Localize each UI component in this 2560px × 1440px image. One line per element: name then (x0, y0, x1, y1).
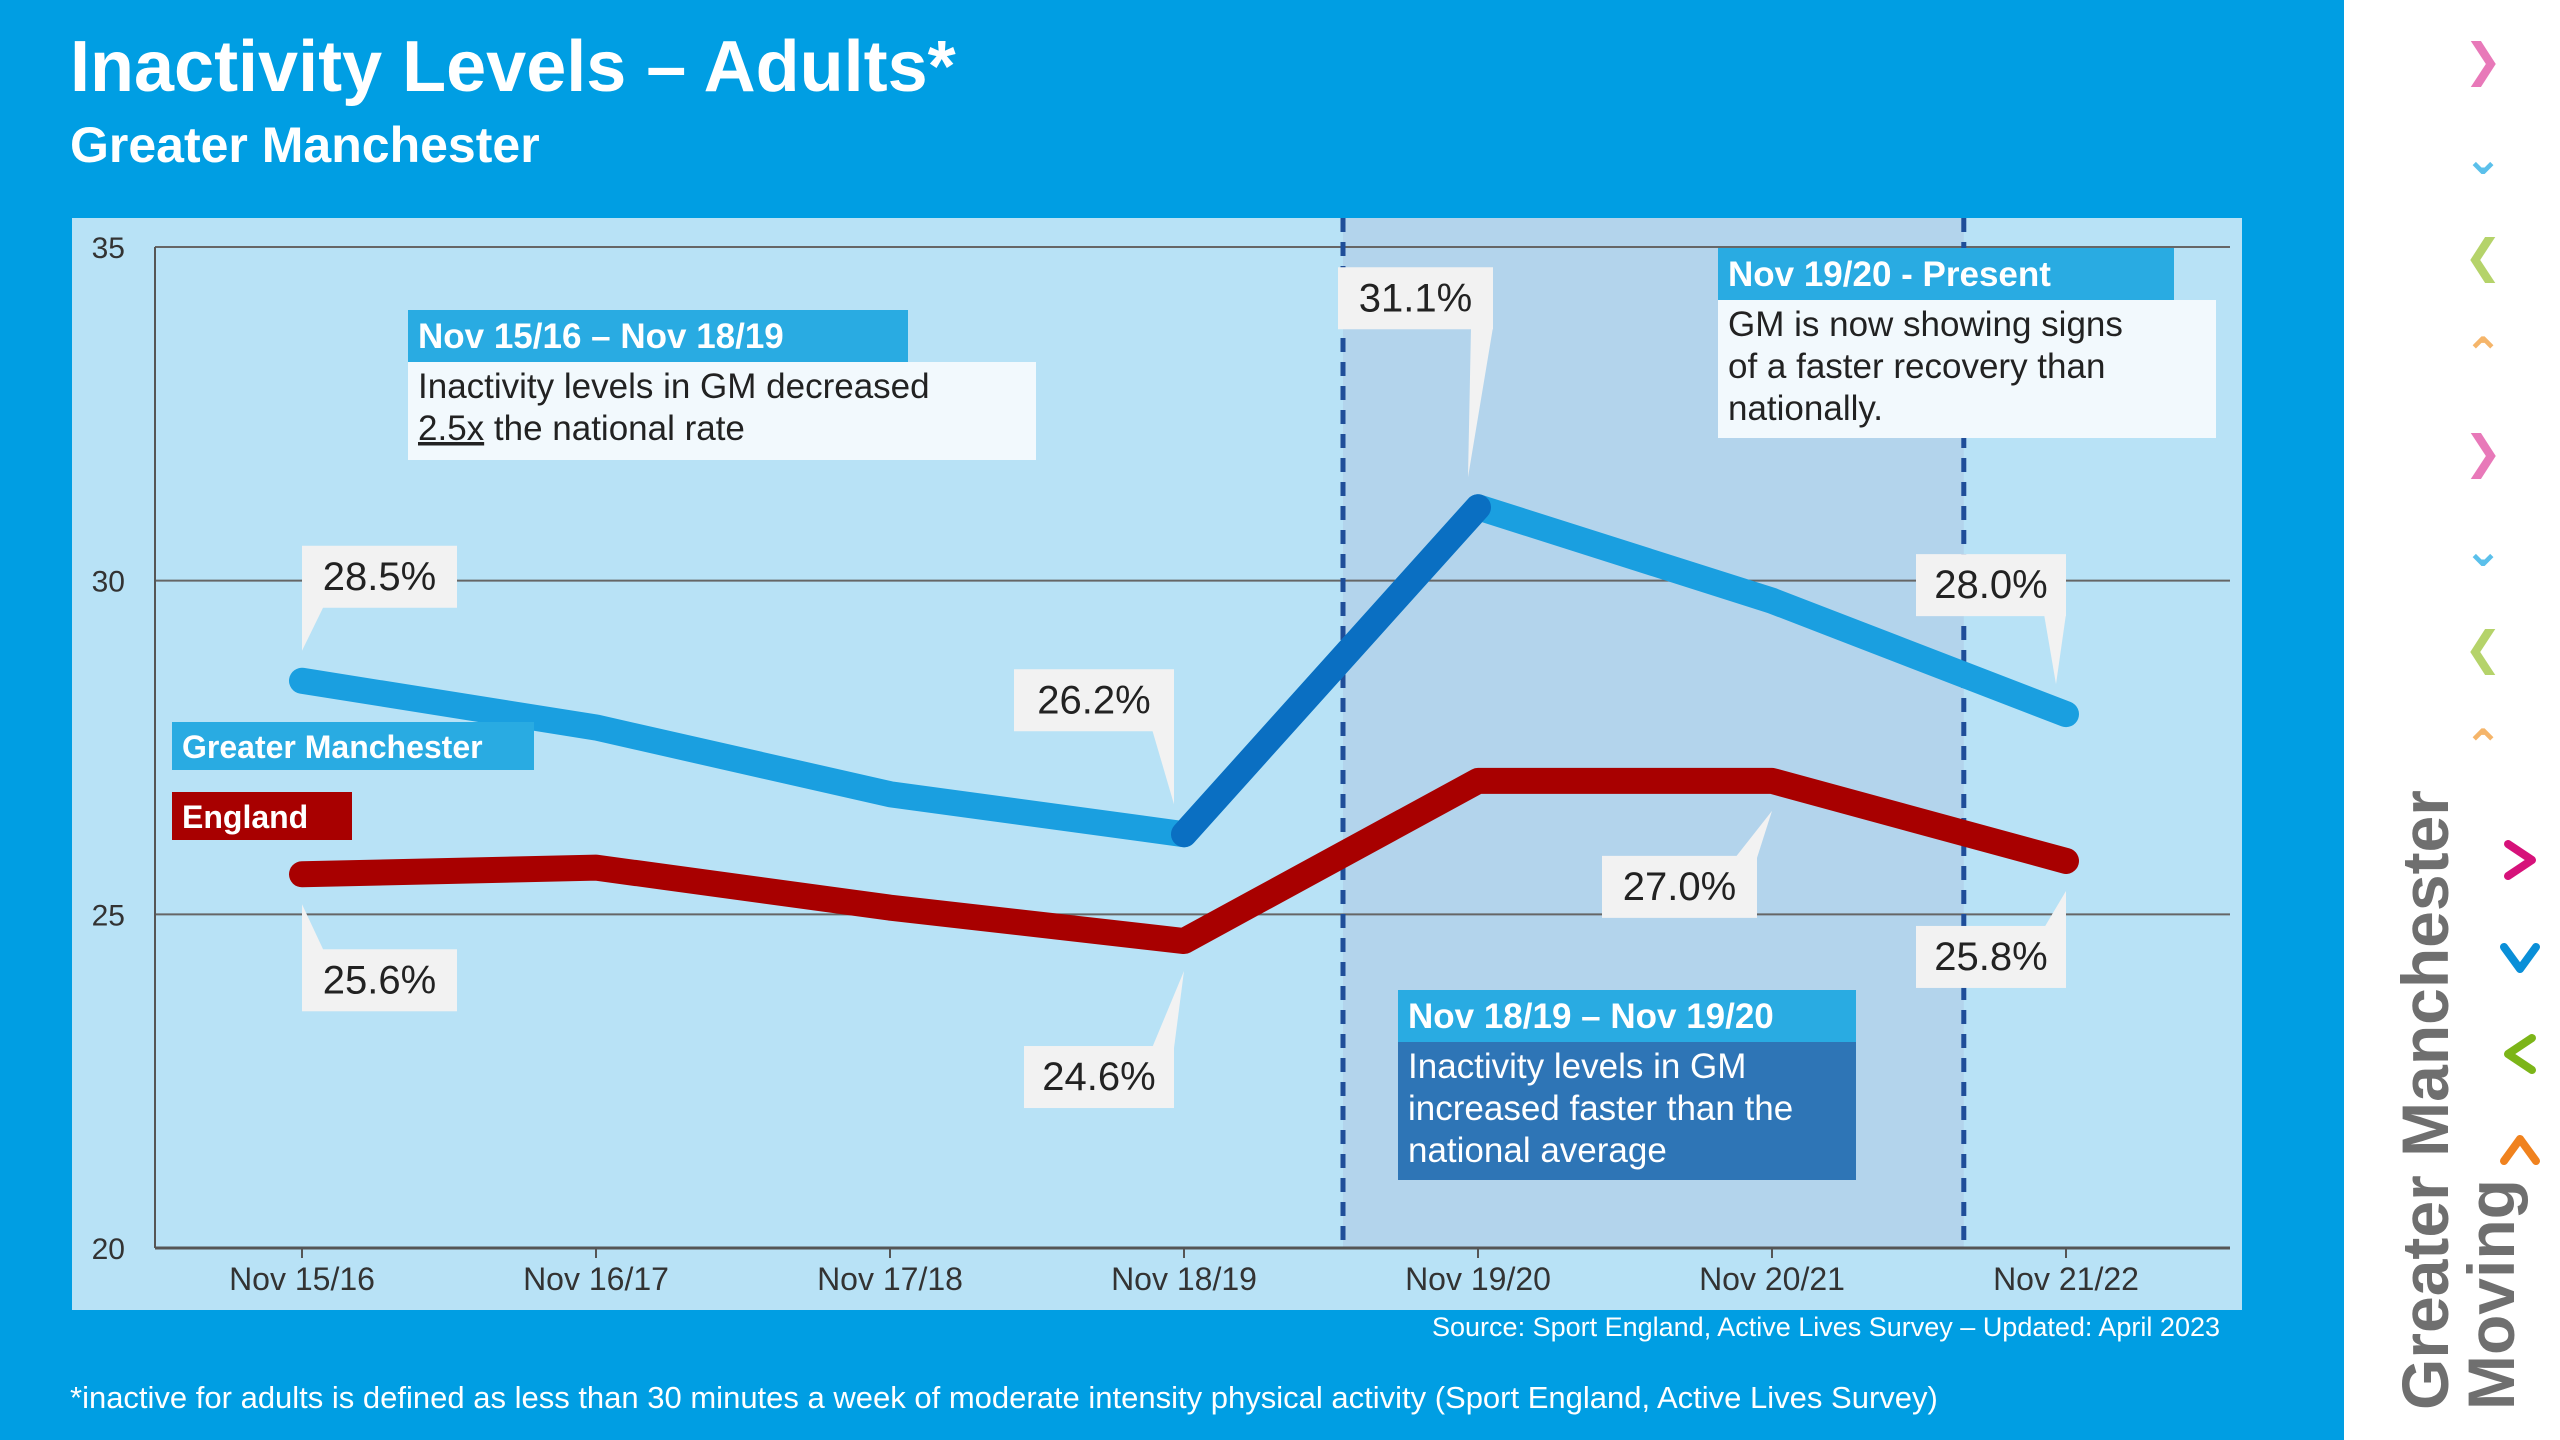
logo-line-1: Greater Manchester (2388, 790, 2462, 1410)
y-tick-label: 35 (92, 232, 125, 265)
data-label-pointer (1468, 327, 1493, 478)
x-tick-label: Nov 16/17 (523, 1261, 669, 1297)
legend-label: Greater Manchester (182, 729, 483, 765)
annotation-1-body-line: Inactivity levels in GM decreased (418, 367, 930, 406)
chevron-icon: ❮ (2463, 229, 2503, 283)
logo-chevron-stroke (2504, 1034, 2536, 1074)
y-tick-label: 20 (92, 1233, 125, 1266)
annotation-2-body-line: of a faster recovery than (1728, 347, 2105, 386)
data-label: 25.6% (302, 904, 457, 1012)
legend-label: England (182, 799, 308, 835)
annotation-1-body-bg (408, 362, 1036, 460)
data-label: 27.0% (1602, 810, 1772, 918)
chevron-icon: ❮ (2463, 621, 2503, 675)
logo-chevron-icon (2500, 943, 2540, 973)
x-tick-label: Nov 17/18 (817, 1261, 963, 1297)
annotation-2-header-bg (1718, 248, 2174, 300)
data-label-text: 27.0% (1623, 865, 1736, 909)
logo-chevron-stroke (2500, 943, 2540, 973)
annotation-2-body-line: nationally. (1728, 389, 1883, 428)
annotation-3-header: Nov 18/19 – Nov 19/20 (1408, 997, 1774, 1036)
y-tick-label: 30 (92, 566, 125, 599)
data-label-box (1024, 1046, 1174, 1109)
x-tick-label: Nov 20/21 (1699, 1261, 1845, 1297)
legend-swatch (172, 722, 534, 770)
y-tick-label: 25 (92, 899, 125, 932)
data-label-box (1014, 669, 1174, 732)
chevron-icon: ⌄ (2463, 523, 2503, 577)
annotation-2-header: Nov 19/20 - Present (1728, 255, 2051, 294)
annotation-3-body-line: national average (1408, 1131, 1667, 1170)
logo-chevron-icon (2504, 840, 2536, 880)
chevron-icon: ❯ (2463, 33, 2503, 87)
legend-swatch (172, 792, 352, 840)
data-label-box (1916, 554, 2066, 617)
chart-title: Inactivity Levels – Adults* (70, 27, 956, 107)
annotation-3-body-line: increased faster than the (1408, 1089, 1793, 1128)
data-label-pointer (302, 605, 324, 651)
data-label: 31.1% (1338, 267, 1493, 478)
data-label-box (302, 545, 457, 608)
brand-side-panel (2344, 0, 2560, 1440)
chevron-icon: ⌄ (2463, 131, 2503, 185)
data-label-text: 25.8% (1934, 935, 2047, 979)
chart-subtitle: Greater Manchester (70, 117, 540, 173)
annotation-1-underlined-value: 2.5x (418, 409, 485, 448)
data-label: 24.6% (1024, 971, 1184, 1109)
x-tick-label: Nov 21/22 (1993, 1261, 2139, 1297)
data-label-box (1338, 267, 1493, 330)
data-label-pointer (1152, 729, 1174, 805)
data-label-pointer (1735, 810, 1772, 858)
annotation-3-header-bg (1398, 990, 1856, 1042)
source-note: Source: Sport England, Active Lives Surv… (1432, 1312, 2220, 1342)
x-tick-label: Nov 15/16 (229, 1261, 375, 1297)
data-label-text: 28.5% (323, 555, 436, 599)
data-label: 28.5% (302, 545, 457, 651)
annotation-2-body-bg (1718, 300, 2216, 438)
data-label-text: 26.2% (1037, 678, 1150, 722)
data-label: 26.2% (1014, 669, 1174, 805)
data-label-box (302, 949, 457, 1012)
logo-chevron-icon (2500, 1135, 2540, 1165)
data-label-pointer (302, 904, 324, 952)
logo-line-2: Moving (2454, 1179, 2528, 1410)
series-line-england (289, 767, 2079, 955)
chevron-icon: ⌃ (2463, 327, 2503, 381)
annotation-3-body-bg (1398, 1042, 1856, 1180)
logo-chevron-stroke (2504, 840, 2536, 880)
annotation-1-body-line: 2.5x the national rate (418, 409, 745, 448)
data-label-pointer (1152, 971, 1184, 1049)
annotation-1-header-bg (408, 310, 908, 362)
data-label-text: 28.0% (1934, 563, 2047, 607)
chevron-icon: ❯ (2463, 425, 2503, 479)
data-label-box (1602, 855, 1757, 918)
x-tick-label: Nov 19/20 (1405, 1261, 1551, 1297)
data-label-text: 31.1% (1359, 276, 1472, 320)
logo-chevron-icon (2504, 1034, 2536, 1074)
data-label-text: 24.6% (1042, 1055, 1155, 1099)
data-label: 28.0% (1916, 554, 2066, 685)
brand-logo: Greater Manchester Moving (2388, 790, 2528, 1410)
annotation-1-body-rest: the national rate (484, 409, 745, 448)
series-segment-gm-rise (1171, 494, 1491, 848)
annotation-1-header: Nov 15/16 – Nov 18/19 (418, 317, 784, 356)
annotation-2-body-line: GM is now showing signs (1728, 305, 2123, 344)
x-tick-label: Nov 18/19 (1111, 1261, 1257, 1297)
data-label-pointer (2044, 614, 2066, 685)
data-label: 25.8% (1916, 890, 2066, 988)
footnote: *inactive for adults is defined as less … (70, 1380, 1938, 1415)
chevron-icon: ⌃ (2463, 719, 2503, 773)
data-label-pointer (2044, 890, 2066, 928)
logo-chevron-stroke (2500, 1135, 2540, 1165)
annotation-3-body-line: Inactivity levels in GM (1408, 1047, 1746, 1086)
data-label-box (1916, 925, 2066, 988)
data-label-text: 25.6% (323, 958, 436, 1002)
